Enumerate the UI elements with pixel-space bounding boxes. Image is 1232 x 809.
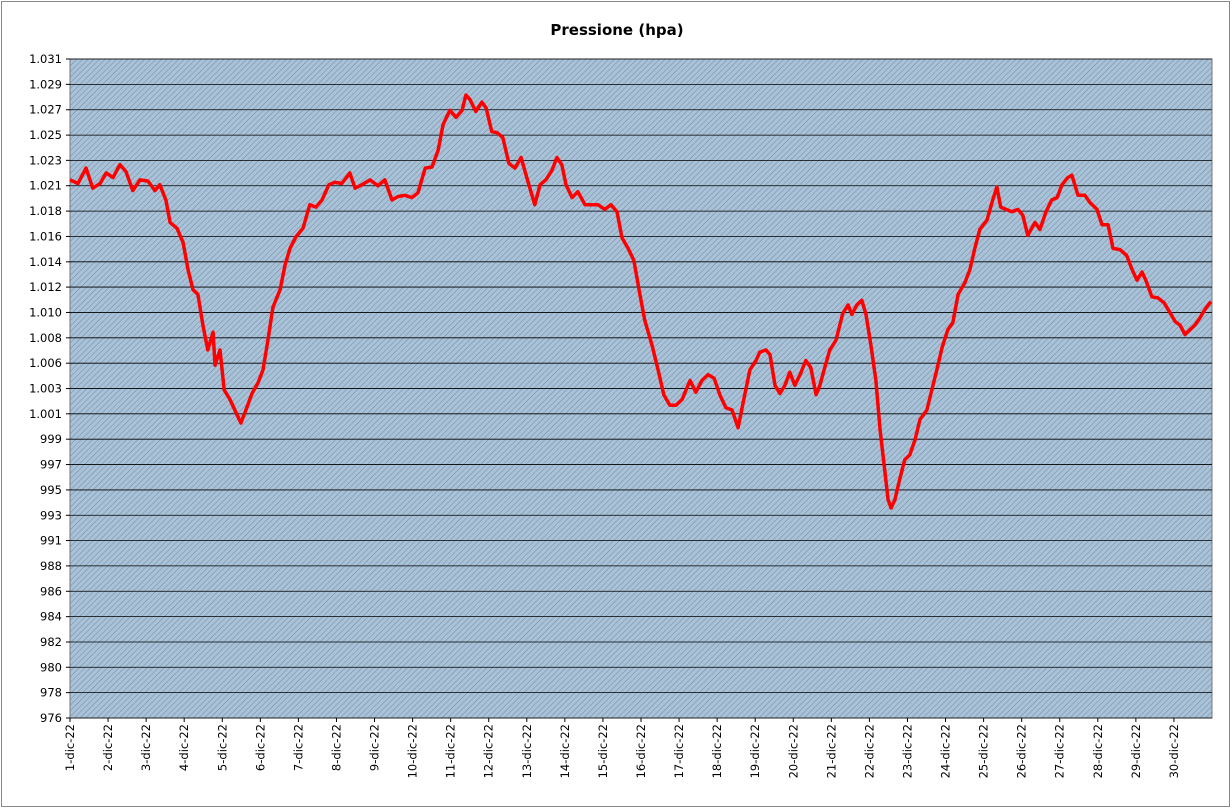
x-tick-label: 30-dic-22 bbox=[1167, 724, 1181, 778]
x-tick-label: 1-dic-22 bbox=[63, 724, 77, 771]
x-tick-label: 9-dic-22 bbox=[368, 724, 382, 771]
x-tick-label: 24-dic-22 bbox=[939, 724, 953, 778]
x-tick-label: 10-dic-22 bbox=[406, 724, 420, 778]
x-tick-label: 16-dic-22 bbox=[634, 724, 648, 778]
pressure-line bbox=[69, 93, 1213, 510]
x-tick-label: 20-dic-22 bbox=[786, 724, 800, 778]
x-tick-label: 22-dic-22 bbox=[862, 724, 876, 778]
x-tick-label: 25-dic-22 bbox=[977, 724, 991, 778]
y-tick-label: 1.008 bbox=[29, 331, 62, 345]
y-tick-label: 986 bbox=[40, 584, 62, 598]
x-tick-label: 26-dic-22 bbox=[1015, 724, 1029, 778]
y-tick-label: 980 bbox=[40, 660, 62, 674]
x-tick-label: 3-dic-22 bbox=[139, 724, 153, 771]
x-tick-label: 18-dic-22 bbox=[710, 724, 724, 778]
x-tick-label: 8-dic-22 bbox=[329, 724, 343, 771]
x-tick-label: 28-dic-22 bbox=[1091, 724, 1105, 778]
x-tick-label: 5-dic-22 bbox=[215, 724, 229, 771]
x-tick-label: 17-dic-22 bbox=[672, 724, 686, 778]
x-tick-label: 7-dic-22 bbox=[291, 724, 305, 771]
y-tick-label: 1.029 bbox=[29, 77, 62, 91]
y-tick-label: 997 bbox=[40, 458, 62, 472]
y-tick-label: 1.021 bbox=[29, 179, 62, 193]
x-tick-label: 21-dic-22 bbox=[824, 724, 838, 778]
y-tick-label: 988 bbox=[40, 559, 62, 573]
y-tick-label: 978 bbox=[40, 686, 62, 700]
x-tick-label: 23-dic-22 bbox=[900, 724, 914, 778]
y-tick-label: 1.025 bbox=[29, 128, 62, 142]
y-tick-label: 993 bbox=[40, 508, 62, 522]
x-tick-label: 13-dic-22 bbox=[520, 724, 534, 778]
y-tick-label: 995 bbox=[40, 483, 62, 497]
x-tick-label: 14-dic-22 bbox=[558, 724, 572, 778]
y-tick-label: 1.023 bbox=[29, 153, 62, 167]
y-tick-label: 1.001 bbox=[29, 407, 62, 421]
y-tick-label: 1.003 bbox=[29, 382, 62, 396]
y-tick-label: 984 bbox=[40, 610, 62, 624]
y-tick-label: 1.010 bbox=[29, 305, 62, 319]
y-tick-label: 1.012 bbox=[29, 280, 62, 294]
y-tick-label: 991 bbox=[40, 534, 62, 548]
y-tick-label: 999 bbox=[40, 432, 62, 446]
x-tick-label: 11-dic-22 bbox=[444, 724, 458, 778]
y-tick-label: 976 bbox=[40, 711, 62, 725]
x-tick-label: 12-dic-22 bbox=[482, 724, 496, 778]
x-tick-label: 19-dic-22 bbox=[748, 724, 762, 778]
x-tick-label: 6-dic-22 bbox=[253, 724, 267, 771]
x-tick-label: 27-dic-22 bbox=[1053, 724, 1067, 778]
x-tick-label: 4-dic-22 bbox=[177, 724, 191, 771]
y-tick-label: 1.016 bbox=[29, 229, 62, 243]
x-tick-label: 29-dic-22 bbox=[1129, 724, 1143, 778]
y-tick-label: 1.031 bbox=[29, 52, 62, 66]
y-tick-label: 1.027 bbox=[29, 103, 62, 117]
y-tick-label: 982 bbox=[40, 635, 62, 649]
y-tick-label: 1.006 bbox=[29, 356, 62, 370]
y-tick-label: 1.018 bbox=[29, 204, 62, 218]
x-tick-label: 15-dic-22 bbox=[596, 724, 610, 778]
chart-title: Pressione (hpa) bbox=[550, 21, 683, 39]
y-tick-label: 1.014 bbox=[29, 255, 62, 269]
x-tick-label: 2-dic-22 bbox=[101, 724, 115, 771]
